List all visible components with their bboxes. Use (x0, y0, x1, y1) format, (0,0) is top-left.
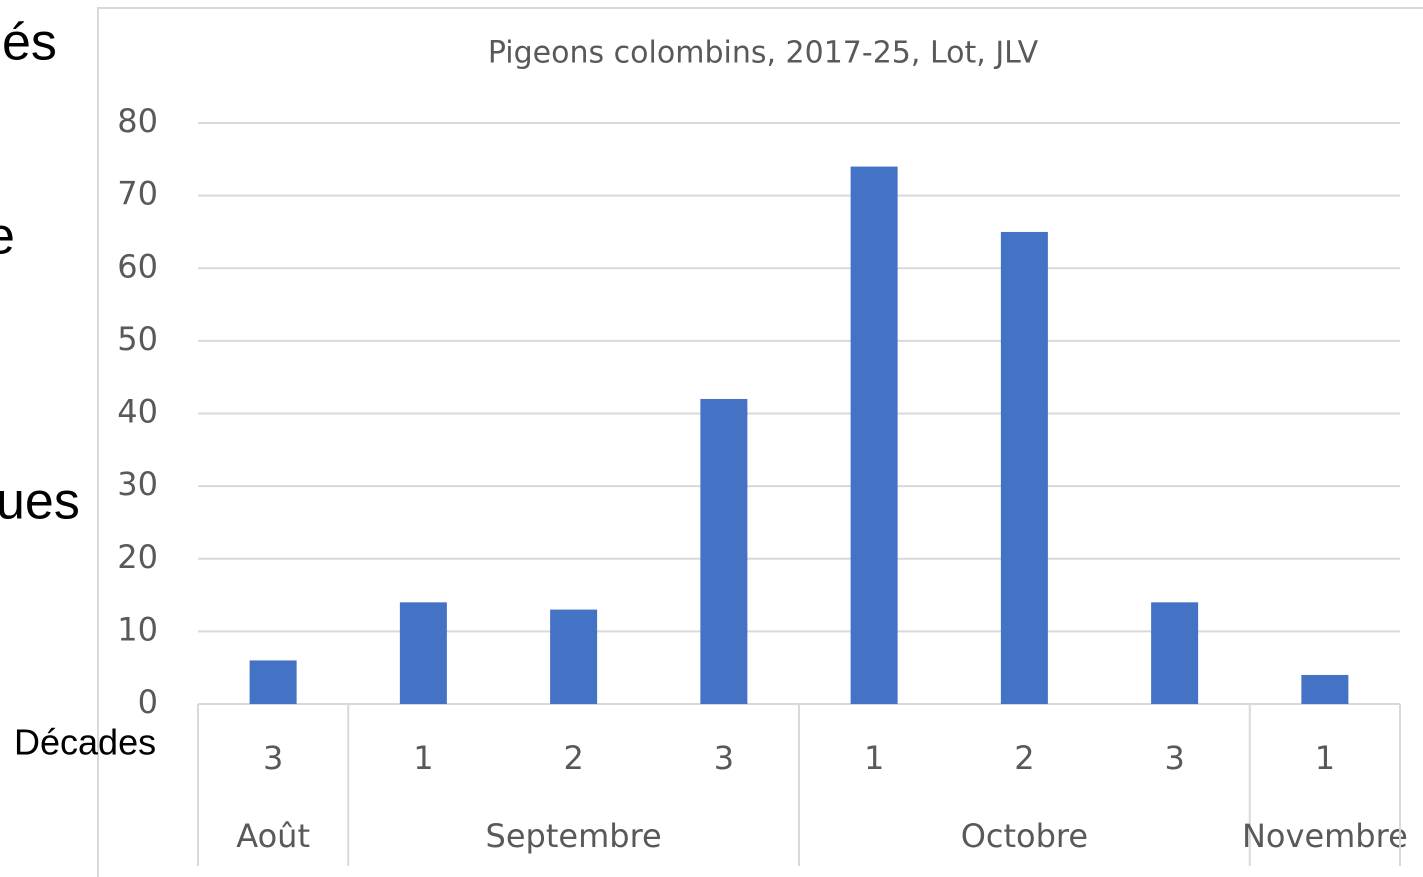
y-tick-label: 30 (117, 465, 158, 503)
chart-frame (97, 7, 1423, 877)
y-tick-label: 80 (117, 102, 158, 140)
y-tick-label: 60 (117, 247, 158, 285)
bar (550, 609, 598, 704)
group-label: Novembre (1242, 817, 1408, 855)
y-tick-label: 40 (117, 393, 158, 431)
x-tick-label: 2 (563, 739, 583, 777)
bar (1151, 602, 1199, 704)
bar (850, 166, 898, 704)
slide-text: és (2, 14, 57, 72)
x-tick-label: 3 (714, 739, 734, 777)
group-label: Septembre (486, 817, 662, 855)
group-label: Août (236, 817, 310, 855)
x-tick-label: 3 (1164, 739, 1184, 777)
y-tick-label: 20 (117, 538, 158, 576)
y-tick-label: 0 (138, 683, 158, 721)
y-tick-label: 70 (117, 175, 158, 213)
x-tick-label: 1 (864, 739, 884, 777)
chart-title: Pigeons colombins, 2017-25, Lot, JLV (488, 36, 1039, 71)
group-label: Octobre (961, 817, 1088, 855)
bar (1000, 231, 1048, 704)
x-tick-label: 3 (263, 739, 283, 777)
bar (700, 398, 748, 704)
x-tick-label: 1 (1315, 739, 1335, 777)
slide-text: ues (0, 473, 80, 531)
bar (1301, 674, 1349, 704)
x-tick-label: 2 (1014, 739, 1034, 777)
x-axis-label: Décades (14, 722, 156, 763)
y-tick-label: 50 (117, 320, 158, 358)
slide-text: e (0, 208, 15, 266)
bar (399, 602, 447, 704)
bar (249, 660, 297, 704)
y-tick-label: 10 (117, 610, 158, 648)
x-tick-label: 1 (413, 739, 433, 777)
